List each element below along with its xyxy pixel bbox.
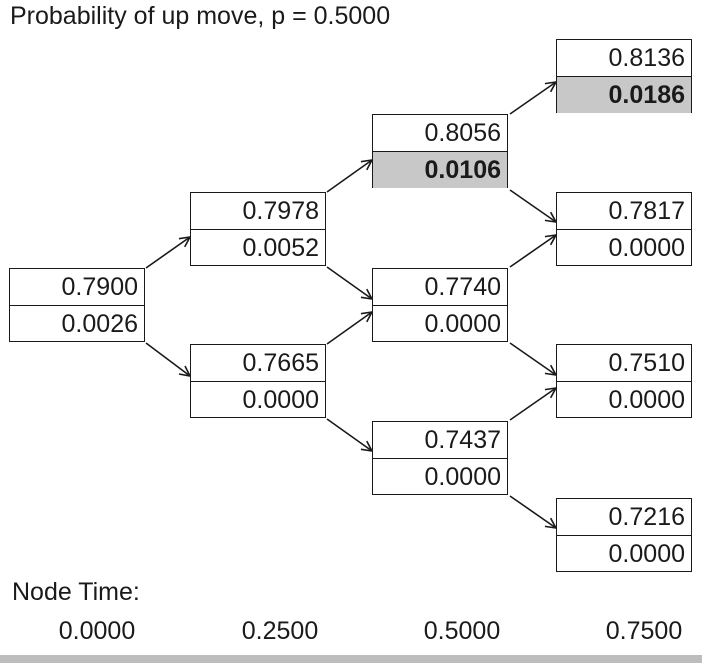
node-value-top: 0.7740 — [424, 273, 501, 301]
node-value-top: 0.8136 — [608, 44, 685, 72]
tree-node-t3-3: 0.8136 0.0186 — [556, 39, 692, 113]
tree-node-t3-2: 0.7817 0.0000 — [556, 192, 692, 266]
node-value-top: 0.8056 — [424, 119, 501, 147]
tree-node-t2-0: 0.7437 0.0000 — [372, 421, 508, 495]
arrow-n0_0-to-n1_0 — [145, 342, 190, 376]
node-time-value: 0.2500 — [241, 617, 319, 645]
arrow-n1_0-to-n2_1 — [326, 312, 372, 345]
node-time-value: 0.7500 — [605, 617, 683, 645]
tree-node-t0-0: 0.7900 0.0026 — [9, 268, 145, 342]
arrow-n1_1-to-n2_1 — [326, 266, 372, 299]
arrow-n2_2-to-n3_2 — [509, 189, 556, 222]
node-time-value: 0.0000 — [58, 617, 136, 645]
node-value-bottom: 0.0000 — [373, 305, 507, 342]
node-value-top: 0.7900 — [61, 273, 138, 301]
arrow-n2_1-to-n3_2 — [509, 235, 556, 268]
bottom-divider — [0, 655, 702, 663]
tree-node-t2-1: 0.7740 0.0000 — [372, 268, 508, 342]
node-value-bottom: 0.0000 — [373, 458, 507, 495]
diagram-title: Probability of up move, p = 0.5000 — [10, 2, 391, 30]
arrow-n0_0-to-n1_1 — [145, 237, 190, 269]
node-value-top: 0.7978 — [242, 197, 319, 225]
node-value-bottom: 0.0000 — [191, 381, 325, 418]
node-time-value: 0.5000 — [423, 617, 501, 645]
node-value-top: 0.7510 — [608, 349, 685, 377]
node-value-top: 0.7216 — [608, 503, 685, 531]
node-value-top: 0.7817 — [608, 197, 685, 225]
tree-node-t1-0: 0.7665 0.0000 — [190, 344, 326, 418]
node-value-bottom: 0.0000 — [557, 229, 691, 266]
node-value-top: 0.7437 — [424, 426, 501, 454]
tree-node-t3-0: 0.7216 0.0000 — [556, 498, 692, 572]
node-value-bottom: 0.0000 — [557, 381, 691, 418]
node-value-bottom: 0.0052 — [191, 229, 325, 266]
arrow-n2_0-to-n3_0 — [509, 495, 556, 528]
node-value-bottom-highlighted: 0.0186 — [557, 76, 691, 113]
arrow-n2_1-to-n3_1 — [509, 342, 556, 375]
tree-node-t1-1: 0.7978 0.0052 — [190, 192, 326, 266]
node-value-bottom-highlighted: 0.0106 — [373, 151, 507, 188]
arrow-n1_1-to-n2_2 — [326, 160, 372, 193]
arrow-n2_0-to-n3_1 — [509, 388, 556, 421]
node-value-bottom: 0.0000 — [557, 535, 691, 572]
arrow-n1_0-to-n2_0 — [326, 418, 372, 451]
node-value-top: 0.7665 — [242, 349, 319, 377]
node-time-label: Node Time: — [12, 578, 140, 606]
node-value-bottom: 0.0026 — [10, 305, 144, 342]
tree-node-t2-2: 0.8056 0.0106 — [372, 114, 508, 188]
tree-node-t3-1: 0.7510 0.0000 — [556, 344, 692, 418]
arrow-n2_2-to-n3_3 — [509, 82, 556, 115]
